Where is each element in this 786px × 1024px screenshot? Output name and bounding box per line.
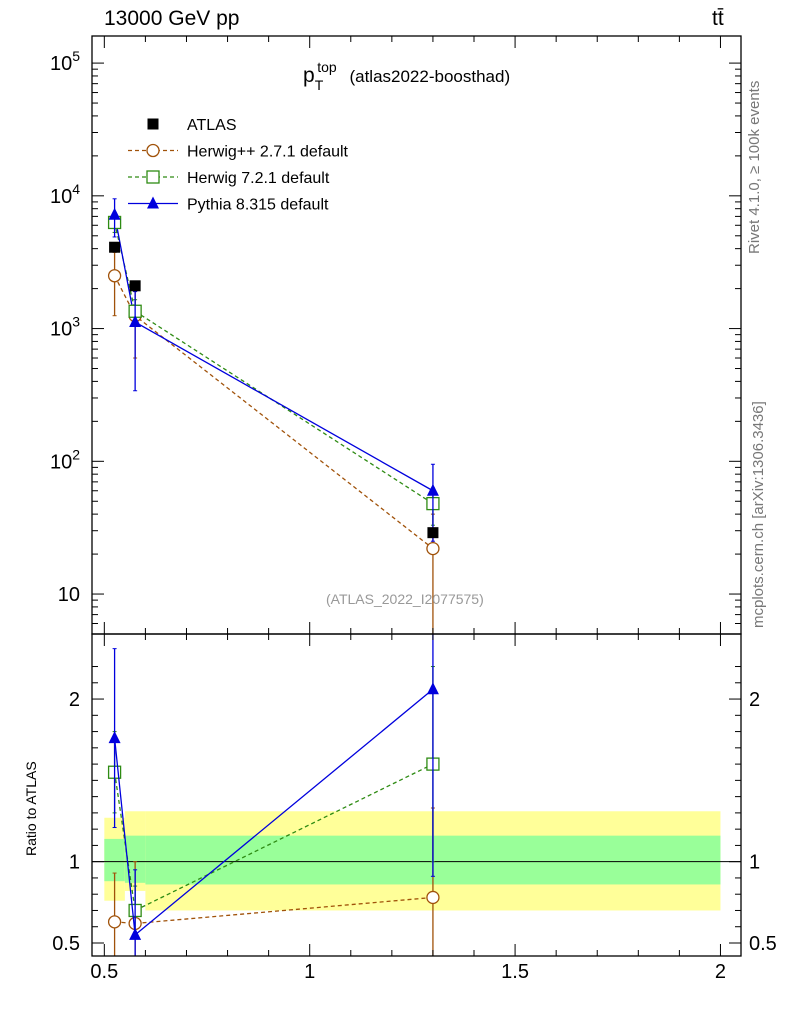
- legend-marker-atlas: [147, 118, 159, 130]
- main-point-pythia: [426, 483, 439, 496]
- main-point-pythia: [129, 315, 142, 328]
- ratio-line-herwig7: [113, 763, 434, 912]
- legend-marker-herwig7: [146, 170, 160, 184]
- legend-marker-pythia: [147, 196, 159, 209]
- ratio-y-tick-label-right: 1: [749, 852, 760, 874]
- tick-exponent: 2: [72, 446, 80, 462]
- title-variable-sup: top: [317, 59, 337, 75]
- ratio-uncertainty-bands: [104, 811, 721, 911]
- main-point-pythia: [108, 207, 121, 220]
- ratio-band-inner: [124, 835, 146, 883]
- ratio-point-pythia: [129, 927, 142, 940]
- ratio-point-herwigpp: [107, 915, 122, 929]
- ratio-point-pythia: [426, 682, 439, 695]
- plot-title: pTtop (atlas2022-boosthad): [303, 59, 511, 93]
- ratio-point-pythia: [108, 731, 121, 744]
- rivet-version-text: Rivet 4.1.0, ≥ 100k events: [746, 80, 763, 254]
- ratio-y-tick-label-left: 2: [69, 689, 80, 711]
- x-tick-label: 0.5: [90, 961, 118, 983]
- legend-label-herwigpp: Herwig++ 2.7.1 default: [187, 144, 349, 161]
- ratio-frame: [91, 633, 742, 957]
- title-variable-sub: T: [314, 77, 324, 93]
- main-y-tick-label: 105: [50, 48, 80, 75]
- main-point-herwigpp: [107, 269, 122, 283]
- x-tick-label: 1.5: [501, 961, 529, 983]
- main-line-pythia: [113, 214, 434, 492]
- tick-exponent: 3: [72, 314, 80, 330]
- ratio-y-tick-label-right: 2: [749, 689, 760, 711]
- header-process: tt̄: [712, 7, 724, 30]
- legend-label-pythia: Pythia 8.315 default: [187, 197, 329, 214]
- title-analysis: (atlas2022-boosthad): [349, 67, 511, 86]
- main-point-atlas: [109, 241, 121, 253]
- x-tick-label: 2: [715, 961, 726, 983]
- legend: ATLAS Herwig++ 2.7.1 default Herwig 7.2.1 …: [128, 117, 349, 214]
- main-y-tick-label: 102: [50, 446, 80, 473]
- ratio-line-herwigpp: [114, 896, 433, 925]
- main-line-herwig7: [113, 222, 434, 505]
- ratio-band-inner: [104, 838, 125, 882]
- ratio-y-tick-label-right: 0.5: [749, 933, 777, 955]
- main-y-tick-label: 103: [50, 314, 80, 341]
- main-line-herwigpp: [114, 275, 434, 550]
- main-plot-content: [107, 198, 440, 635]
- watermark: (ATLAS_2022_I2077575): [326, 591, 484, 607]
- tick-base: 10: [50, 53, 72, 75]
- ratio-point-herwigpp: [426, 890, 440, 905]
- ratio-panel: [92, 633, 741, 957]
- main-point-herwigpp: [426, 541, 440, 556]
- tick-base: 10: [50, 186, 72, 208]
- tick-base: 10: [50, 319, 72, 341]
- legend-label-atlas: ATLAS: [187, 117, 237, 134]
- mcplots-text: mcplots.cern.ch [arXiv:1306.3436]: [750, 401, 767, 628]
- main-point-atlas: [427, 527, 439, 539]
- ratio-y-tick-label-left: 0.5: [52, 933, 80, 955]
- header-energy: 13000 GeV pp: [104, 7, 240, 30]
- tick-base: 10: [50, 451, 72, 473]
- x-tick-label: 1: [304, 961, 315, 983]
- legend-label-herwig7: Herwig 7.2.1 default: [187, 170, 330, 187]
- title-variable: p: [303, 64, 315, 87]
- main-point-atlas: [129, 280, 141, 292]
- legend-marker-herwigpp: [146, 143, 160, 158]
- ratio-y-axis-label: Ratio to ATLAS: [23, 761, 39, 856]
- tick-exponent: 5: [72, 48, 80, 64]
- main-y-tick-label: 104: [50, 181, 80, 208]
- tick-exponent: 4: [72, 181, 80, 197]
- main-y-tick-label: 10: [58, 584, 80, 606]
- ratio-y-tick-label-left: 1: [69, 852, 80, 874]
